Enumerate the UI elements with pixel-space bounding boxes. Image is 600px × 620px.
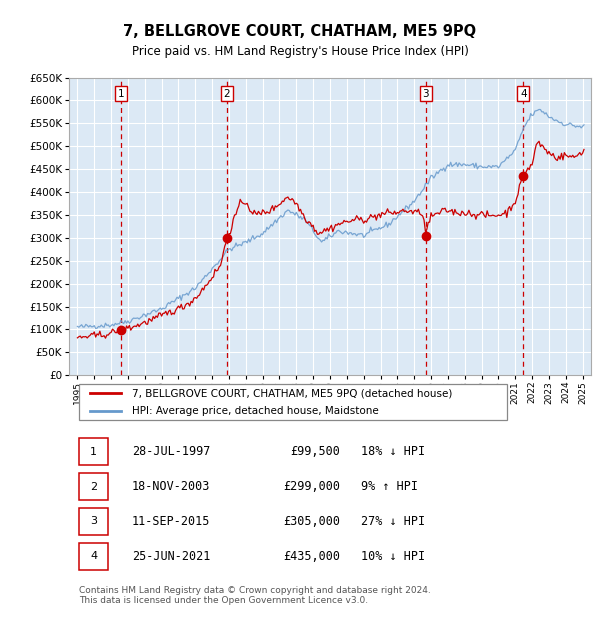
FancyBboxPatch shape: [79, 384, 508, 420]
Text: 9% ↑ HPI: 9% ↑ HPI: [361, 480, 418, 493]
Text: £299,000: £299,000: [283, 480, 340, 493]
FancyBboxPatch shape: [79, 508, 108, 534]
Text: 2: 2: [224, 89, 230, 99]
Text: 7, BELLGROVE COURT, CHATHAM, ME5 9PQ: 7, BELLGROVE COURT, CHATHAM, ME5 9PQ: [124, 24, 476, 38]
Text: 18-NOV-2003: 18-NOV-2003: [131, 480, 210, 493]
Text: Contains HM Land Registry data © Crown copyright and database right 2024.
This d: Contains HM Land Registry data © Crown c…: [79, 586, 431, 605]
Text: £99,500: £99,500: [290, 445, 340, 458]
Text: 25-JUN-2021: 25-JUN-2021: [131, 550, 210, 563]
Text: 4: 4: [520, 89, 527, 99]
Text: £435,000: £435,000: [283, 550, 340, 563]
Text: 18% ↓ HPI: 18% ↓ HPI: [361, 445, 425, 458]
Text: 1: 1: [118, 89, 124, 99]
Text: 3: 3: [422, 89, 429, 99]
Text: 1: 1: [90, 446, 97, 456]
Text: 7, BELLGROVE COURT, CHATHAM, ME5 9PQ (detached house): 7, BELLGROVE COURT, CHATHAM, ME5 9PQ (de…: [131, 388, 452, 398]
Text: 4: 4: [90, 551, 97, 562]
Text: 3: 3: [90, 516, 97, 526]
Text: 11-SEP-2015: 11-SEP-2015: [131, 515, 210, 528]
Text: £305,000: £305,000: [283, 515, 340, 528]
Text: 28-JUL-1997: 28-JUL-1997: [131, 445, 210, 458]
Text: HPI: Average price, detached house, Maidstone: HPI: Average price, detached house, Maid…: [131, 406, 379, 416]
Text: 27% ↓ HPI: 27% ↓ HPI: [361, 515, 425, 528]
Text: 10% ↓ HPI: 10% ↓ HPI: [361, 550, 425, 563]
Text: 2: 2: [90, 482, 97, 492]
Text: Price paid vs. HM Land Registry's House Price Index (HPI): Price paid vs. HM Land Registry's House …: [131, 45, 469, 58]
FancyBboxPatch shape: [79, 438, 108, 464]
FancyBboxPatch shape: [79, 543, 108, 570]
FancyBboxPatch shape: [79, 474, 108, 500]
